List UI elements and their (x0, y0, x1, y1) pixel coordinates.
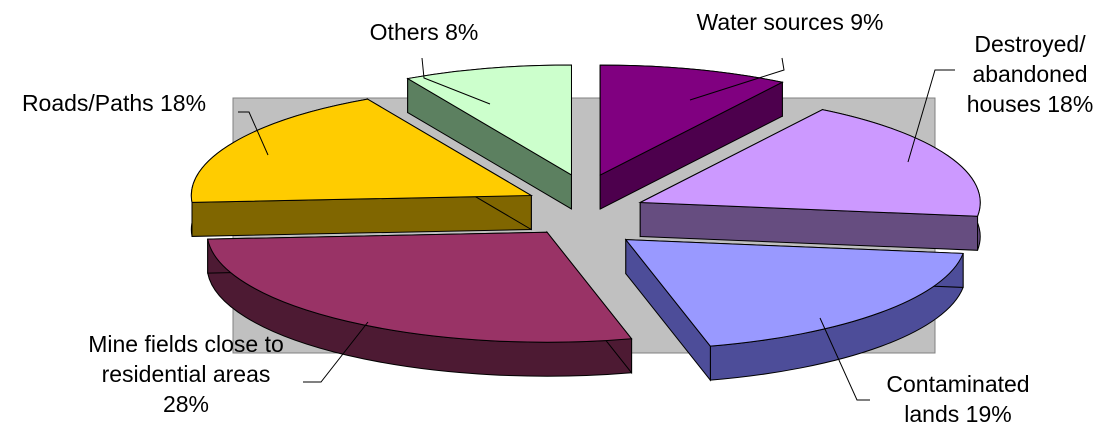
slice-labels: Water sources 9% Destroyed/abandoned house… (22, 9, 1093, 427)
leader-line-2 (819, 317, 870, 401)
slice-label-3: Mine fields close to residential areas 28% (88, 331, 284, 417)
pie-slice-0 (599, 64, 784, 176)
leader-lines (238, 57, 955, 401)
slice-label-line: Others 8% (370, 19, 479, 45)
slice-label-line: Contaminated (886, 371, 1029, 397)
slice-label-4: Roads/Paths 18% (22, 90, 206, 116)
slice-label-0: Water sources 9% (696, 9, 883, 35)
slice-label-line: houses 18% (967, 91, 1094, 117)
slice-label-line: Roads/Paths 18% (22, 90, 206, 116)
slice-label-line: 28% (163, 391, 209, 417)
slice-label-line: lands 19% (904, 401, 1011, 427)
leader-line-0 (689, 57, 785, 101)
leader-line-3 (303, 321, 369, 383)
pie-slice-5 (406, 64, 572, 176)
pie-slice-4 (190, 98, 534, 203)
leader-line-5 (421, 57, 491, 105)
slice-tops (190, 64, 981, 347)
slice-label-1: Destroyed/abandoned houses 18% (967, 31, 1094, 117)
pie-slice-1 (638, 109, 981, 217)
slice-label-line: Destroyed/ (974, 31, 1086, 57)
leader-line-4 (238, 111, 269, 156)
leader-line-1 (907, 69, 955, 163)
slice-label-5: Others 8% (370, 19, 479, 45)
slice-label-line: residential areas (102, 361, 271, 387)
slice-label-line: Water sources 9% (696, 9, 883, 35)
slice-label-line: abandoned (972, 61, 1087, 87)
slice-label-2: Contaminated lands 19% (886, 371, 1029, 427)
pie-slice-3 (207, 231, 633, 343)
slice-label-line: Mine fields close to (88, 331, 284, 357)
pie-slice-2 (624, 239, 964, 347)
